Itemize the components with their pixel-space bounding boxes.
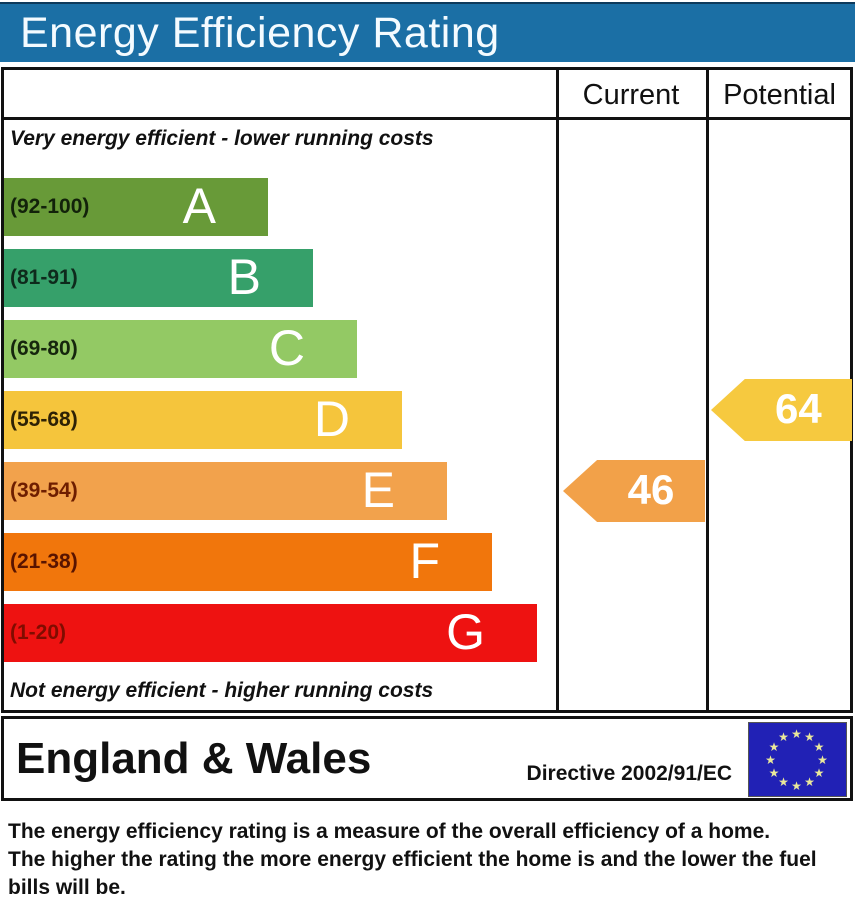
header-row-divider — [1, 117, 853, 120]
band-letter: E — [361, 461, 395, 518]
band-e: (39-54) E — [4, 462, 447, 520]
current-column-header: Current — [582, 79, 680, 111]
eu-flag-star: ★ — [813, 765, 825, 780]
band-g: (1-20) G — [4, 604, 537, 662]
band-range-label: (69-80) — [10, 337, 78, 360]
title-bar: Energy Efficiency Rating — [0, 2, 855, 62]
current-column-divider — [556, 67, 559, 713]
band-range-label: (1-20) — [10, 621, 67, 644]
band-range-label: (55-68) — [10, 408, 78, 431]
band-d: (55-68) D — [4, 391, 402, 449]
band-letter: B — [227, 248, 261, 305]
band-a: (92-100) A — [4, 178, 268, 236]
eu-flag-star: ★ — [791, 726, 802, 741]
potential-column-divider — [706, 67, 709, 713]
eu-flag-star: ★ — [768, 765, 780, 780]
band-letter: G — [446, 603, 485, 660]
band-letter: A — [182, 177, 216, 234]
band-letter: D — [313, 390, 350, 447]
potential-column-header: Potential — [723, 79, 836, 111]
directive-label: Directive 2002/91/EC — [526, 762, 732, 785]
band-f: (21-38) F — [4, 533, 492, 591]
eu-flag-star: ★ — [778, 775, 789, 790]
description-text: The energy efficiency rating is a measur… — [8, 820, 817, 899]
very-efficient-note: Very energy efficient - lower running co… — [10, 127, 434, 150]
band-range-label: (92-100) — [10, 195, 90, 218]
current-rating-value: 46 — [627, 466, 675, 513]
eu-flag-star: ★ — [778, 729, 789, 744]
eu-flag-star: ★ — [791, 778, 802, 793]
eu-flag-star: ★ — [768, 739, 780, 754]
eu-flag-star: ★ — [804, 775, 815, 790]
band-range-label: (39-54) — [10, 479, 78, 502]
page-title: Energy Efficiency Rating — [20, 9, 500, 57]
footer-box: England & Wales Directive 2002/91/EC ★ ★ ★… — [1, 716, 853, 801]
region-label: England & Wales — [16, 733, 372, 783]
band-range-label: (21-38) — [10, 550, 78, 573]
eu-flag-star: ★ — [804, 729, 815, 744]
band-c: (69-80) C — [4, 320, 357, 378]
eu-flag-star: ★ — [813, 739, 825, 754]
band-letter: F — [409, 532, 440, 589]
eu-flag-star: ★ — [817, 752, 828, 767]
potential-rating-arrow: 64 — [711, 379, 852, 441]
potential-rating-value: 64 — [775, 385, 822, 432]
not-efficient-note: Not energy efficient - higher running co… — [10, 679, 434, 702]
band-letter: C — [268, 319, 305, 376]
current-rating-arrow: 46 — [563, 460, 705, 522]
eu-flag-star: ★ — [765, 752, 776, 767]
band-b: (81-91) B — [4, 249, 313, 307]
band-range-label: (81-91) — [10, 266, 78, 289]
eu-flag-icon: ★ ★ ★ ★ ★ ★ ★ ★ ★ ★ ★ ★ — [748, 722, 847, 797]
